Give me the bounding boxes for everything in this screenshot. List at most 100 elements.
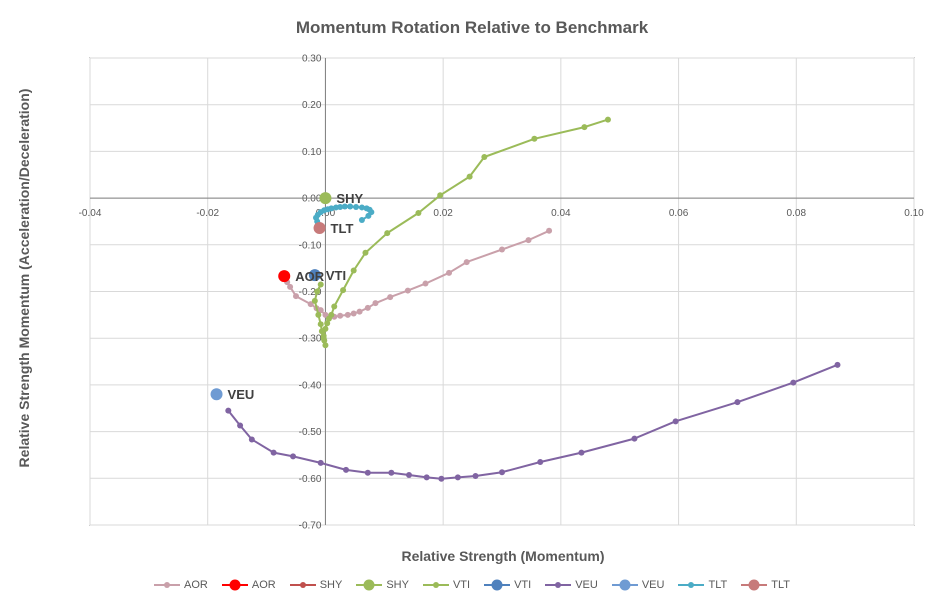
- legend-item-vti-trail: VTI: [422, 579, 471, 591]
- point-label-shy: SHY: [336, 191, 363, 206]
- veu-trail-point: [499, 469, 505, 476]
- legend-label: VEU: [641, 579, 665, 591]
- y-tick-label: -0.60: [299, 474, 322, 485]
- aor-trail-point: [307, 301, 314, 308]
- aor-trail-point: [546, 227, 553, 234]
- aor-trail-point: [499, 246, 505, 253]
- vti-trail-point: [331, 303, 338, 310]
- legend-swatch: [289, 579, 316, 591]
- veu-trail-point: [248, 436, 255, 443]
- aor-trail-point: [344, 311, 351, 318]
- y-tick-label: 0.30: [302, 54, 322, 65]
- vti-trail-point: [415, 210, 422, 217]
- tlt-trail-point: [358, 217, 365, 224]
- shy-current-point: [319, 192, 332, 205]
- x-tick-label: 0.08: [787, 208, 807, 219]
- legend-item-vti-current: VTI: [484, 579, 531, 591]
- aor-trail-point: [356, 308, 363, 315]
- legend-label: VTI: [452, 579, 471, 591]
- aor-trail-point: [350, 310, 357, 317]
- tlt-trail-point: [353, 203, 360, 210]
- legend-label: SHY: [319, 579, 343, 591]
- aor-trail-point: [293, 293, 299, 300]
- aor-trail-point: [422, 280, 429, 287]
- veu-trail-line: [227, 363, 838, 480]
- tlt-trail-point: [341, 203, 348, 210]
- aor-trail-point: [287, 283, 294, 290]
- legend-swatch: [545, 579, 572, 591]
- vti-trail-point: [466, 173, 473, 180]
- x-tick-label: 0.04: [551, 208, 571, 219]
- aor-trail-point: [404, 287, 411, 294]
- aor-trail-line: [286, 229, 550, 318]
- legend-swatch: [422, 579, 449, 591]
- veu-trail-point: [672, 418, 679, 425]
- x-tick-label: 0.10: [904, 208, 924, 219]
- point-label-veu: VEU: [228, 387, 255, 402]
- legend-label: SHY: [386, 579, 409, 591]
- veu-trail-point: [290, 453, 297, 460]
- veu-trail-point: [790, 379, 797, 386]
- legend-item-aor-trail: AOR: [154, 579, 208, 591]
- legend-swatch: [741, 579, 768, 591]
- vti-trail-point: [324, 320, 331, 327]
- vti-current-point: [308, 269, 321, 282]
- label-layer: SHY TLT AOR VTI VEU: [228, 191, 364, 402]
- legend-item-shy-trail: SHY: [289, 579, 343, 591]
- x-tick-label: -0.04: [79, 208, 102, 219]
- point-label-aor: AOR: [295, 269, 325, 284]
- vti-trail-point: [317, 281, 324, 288]
- chart-title: Momentum Rotation Relative to Benchmark: [295, 18, 649, 37]
- legend-label: AOR: [184, 579, 208, 591]
- y-tick-label: 0.10: [302, 147, 322, 158]
- y-tick-label: 0.20: [302, 100, 322, 111]
- aor-trail-point: [372, 300, 379, 307]
- aor-current-point: [278, 270, 291, 283]
- series-layer: [210, 116, 841, 482]
- veu-trail-point: [834, 361, 841, 368]
- veu-trail-point: [406, 472, 413, 479]
- aor-trail-point: [387, 294, 394, 301]
- aor-trail-point: [322, 311, 329, 318]
- y-tick-label: -0.50: [299, 427, 322, 438]
- vti-trail-point: [340, 287, 347, 294]
- legend-item-shy-current: SHY: [356, 579, 409, 591]
- aor-trail-point: [525, 237, 532, 244]
- veu-trail-point: [423, 474, 430, 481]
- vti-trail-point: [384, 230, 391, 237]
- vti-trail-point: [318, 328, 325, 335]
- legend-label: AOR: [251, 579, 276, 591]
- vti-trail-point: [320, 335, 327, 342]
- tlt-trail-point: [347, 203, 354, 210]
- aor-trail-point: [364, 304, 371, 311]
- aor-trail-point: [446, 269, 453, 276]
- y-tick-label: -0.30: [299, 334, 322, 345]
- tlt-trail-point: [358, 204, 365, 211]
- veu-trail-point: [438, 475, 445, 482]
- aor-trail-point: [337, 312, 344, 319]
- veu-trail-point: [631, 435, 638, 442]
- point-label-vti: VTI: [326, 268, 346, 283]
- vti-trail-point: [315, 311, 322, 318]
- axis-layer: -0.04 -0.02 0.00 0.02 0.04 0.06 0.08 0.10 0.30 0.…: [79, 54, 925, 532]
- vti-trail-point: [581, 124, 588, 131]
- legend-label: VTI: [514, 579, 532, 591]
- legend-label: TLT: [708, 579, 728, 591]
- grid-layer: [89, 57, 915, 526]
- y-tick-label: -0.40: [299, 380, 322, 391]
- vti-trail-point: [350, 267, 357, 274]
- y-tick-label: -0.70: [299, 521, 322, 532]
- tlt-current-point: [313, 221, 326, 234]
- vti-trail-point: [311, 297, 318, 304]
- veu-trail-point: [454, 474, 461, 481]
- y-tick-label: 0.00: [302, 194, 322, 205]
- vti-trail-point: [362, 249, 369, 256]
- legend-item-tlt-current: TLT: [741, 579, 790, 591]
- veu-current-point: [210, 388, 223, 401]
- legend-swatch: [221, 579, 248, 591]
- veu-trail-point: [343, 466, 350, 473]
- y-tick-label: -0.20: [299, 287, 322, 298]
- veu-trail-point: [388, 469, 395, 476]
- vti-trail-point: [531, 135, 538, 142]
